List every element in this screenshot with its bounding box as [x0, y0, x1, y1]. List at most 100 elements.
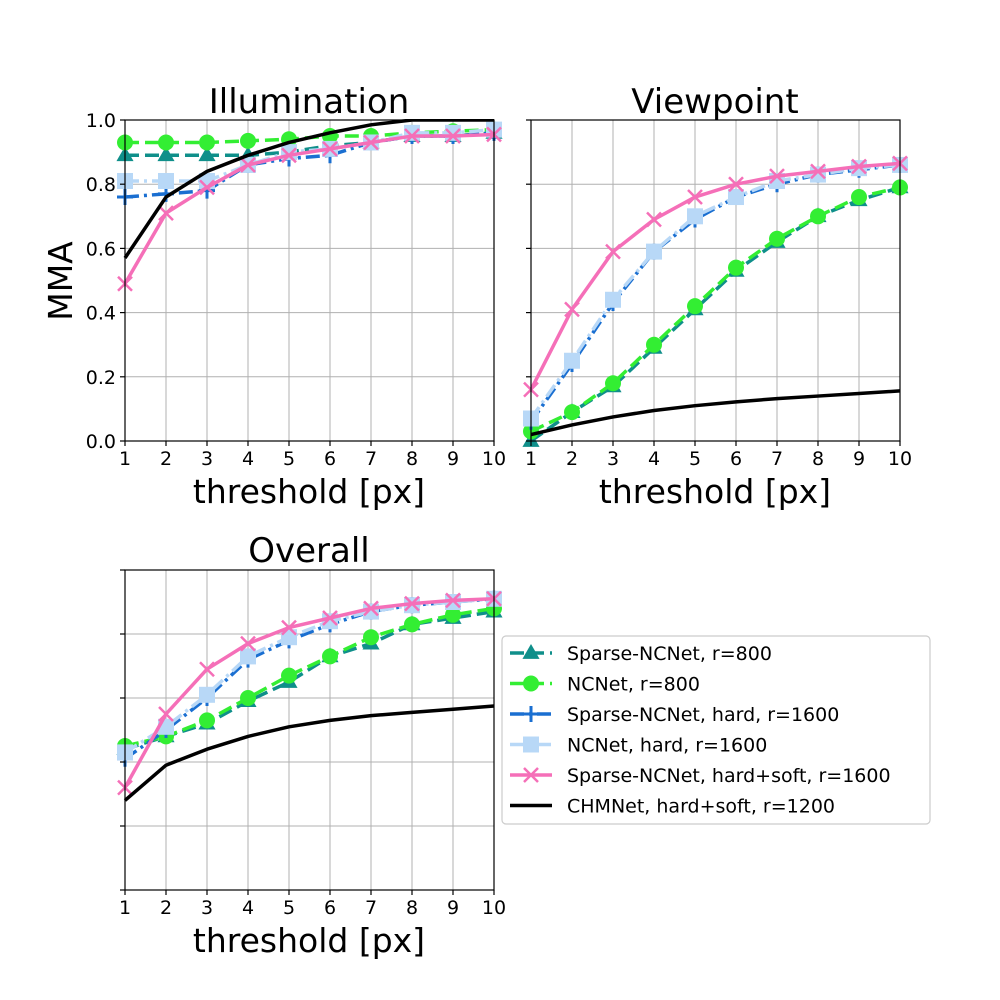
legend-marker-ncnet-r-800 — [523, 675, 539, 692]
y-tick-label: 0.0 — [86, 431, 116, 453]
series-line-chmnet-hard-soft-r-1200 — [123, 119, 494, 260]
data-point-ncnet-r-800 — [363, 629, 379, 646]
x-tick-label: 2 — [160, 448, 172, 470]
data-point-ncnet-r-800 — [158, 134, 174, 151]
x-tick-label: 4 — [242, 897, 254, 919]
data-point-ncnet-r-800 — [199, 712, 215, 729]
x-tick-label: 5 — [283, 897, 295, 919]
axes-frame — [124, 119, 495, 442]
data-point-sparse-ncnet-hard-soft-r-1600 — [445, 592, 461, 609]
data-point-sparse-ncnet-hard-soft-r-1600 — [605, 243, 621, 260]
data-point-ncnet-r-800 — [240, 690, 256, 706]
legend-marker-ncnet-hard-r-1600 — [523, 736, 539, 753]
data-point-sparse-ncnet-hard-soft-r-1600 — [564, 301, 580, 318]
x-tick-label: 1 — [119, 448, 131, 470]
x-tick-label: 9 — [447, 897, 459, 919]
x-axis-label: threshold [px] — [599, 472, 831, 511]
legend-label-ncnet-hard-r-1600: NCNet, hard, r=1600 — [567, 735, 767, 757]
legend-box — [501, 635, 931, 825]
x-tick-label: 3 — [201, 897, 213, 919]
data-point-sparse-ncnet-r-800 — [198, 146, 216, 162]
axes-frame — [124, 569, 495, 891]
data-point-sparse-ncnet-hard-soft-r-1600 — [281, 147, 297, 164]
series-line-chmnet-hard-soft-r-1200 — [530, 389, 901, 437]
series-line-ncnet-r-800 — [530, 185, 901, 433]
data-point-ncnet-hard-r-1600 — [445, 124, 461, 141]
data-point-ncnet-hard-r-1600 — [564, 352, 580, 369]
data-point-ncnet-r-800 — [322, 648, 338, 665]
axis-ticks: 1 2 3 4 5 6 7 8 9 10 0.0 0.2 0.4 0.6 0.8 1.0 — [86, 110, 506, 470]
data-point-sparse-ncnet-hard-soft-r-1600 — [687, 189, 703, 205]
x-tick-label: 8 — [406, 897, 418, 919]
data-point-sparse-ncnet-hard-soft-r-1600 — [199, 179, 215, 196]
x-tick-label: 8 — [406, 448, 418, 470]
series-line-sparse-ncnet-hard-soft-r-1600 — [123, 132, 495, 285]
series-line-ncnet-hard-r-1600 — [529, 163, 901, 420]
series-lines — [522, 155, 909, 447]
series-line-ncnet-r-800 — [124, 606, 495, 748]
x-tick-label: 10 — [482, 448, 506, 470]
data-point-ncnet-hard-r-1600 — [646, 243, 662, 260]
data-point-sparse-ncnet-hard-soft-r-1600 — [240, 635, 256, 652]
data-point-sparse-ncnet-hard-soft-r-1600 — [404, 128, 420, 144]
data-point-sparse-ncnet-hard-soft-r-1600 — [810, 163, 826, 180]
y-tick-label: 0.8 — [86, 174, 116, 196]
series-line-sparse-ncnet-hard-soft-r-1600 — [123, 597, 495, 789]
data-point-ncnet-r-800 — [851, 189, 867, 206]
x-tick-label: 10 — [482, 897, 506, 919]
legend-label-ncnet-r-800: NCNet, r=800 — [567, 674, 700, 696]
series-line-chmnet-hard-soft-r-1200 — [123, 704, 495, 802]
series-line-sparse-ncnet-hard-soft-r-1600 — [529, 161, 901, 391]
axis-ticks: 1 2 3 4 5 6 7 8 9 10 — [525, 119, 912, 470]
data-point-sparse-ncnet-hard-soft-r-1600 — [158, 205, 174, 221]
data-point-ncnet-hard-r-1600 — [728, 189, 744, 206]
legend-label-chmnet-hard-soft-r-1200: CHMNet, hard+soft, r=1200 — [567, 796, 835, 818]
y-tick-label: 1.0 — [86, 110, 116, 132]
data-point-sparse-ncnet-hard-soft-r-1600 — [281, 619, 297, 636]
y-tick-label: 0.2 — [86, 367, 116, 389]
x-tick-label: 1 — [119, 897, 131, 919]
x-tick-label: 9 — [447, 448, 459, 470]
data-point-ncnet-r-800 — [199, 134, 215, 151]
panel-title-viewpoint: Viewpoint — [631, 82, 798, 122]
grid — [124, 119, 495, 442]
data-point-sparse-ncnet-hard-soft-r-1600 — [728, 176, 744, 193]
data-point-sparse-ncnet-hard-soft-r-1600 — [769, 168, 785, 185]
data-point-sparse-ncnet-hard-soft-r-1600 — [199, 661, 215, 678]
x-tick-label: 6 — [730, 448, 742, 470]
data-point-ncnet-hard-r-1600 — [687, 208, 703, 225]
x-axis-label: threshold [px] — [193, 472, 425, 511]
panel-title-illumination: Illumination — [209, 82, 410, 122]
legend-marker-sparse-ncnet-hard-r-1600 — [523, 706, 539, 722]
data-point-sparse-ncnet-hard-soft-r-1600 — [646, 211, 662, 228]
y-tick-label: 0.6 — [86, 238, 116, 260]
x-tick-label: 3 — [201, 448, 213, 470]
data-point-ncnet-r-800 — [728, 259, 744, 276]
x-tick-label: 7 — [365, 897, 377, 919]
data-point-ncnet-hard-r-1600 — [158, 172, 174, 189]
x-tick-label: 6 — [324, 897, 336, 919]
data-point-ncnet-hard-r-1600 — [605, 291, 621, 308]
data-point-ncnet-r-800 — [564, 404, 580, 421]
x-tick-label: 2 — [160, 897, 172, 919]
data-point-sparse-ncnet-hard-soft-r-1600 — [851, 158, 867, 175]
x-tick-label: 4 — [648, 448, 660, 470]
axis-ticks: 1 2 3 4 5 6 7 8 9 10 — [119, 569, 506, 919]
data-point-sparse-ncnet-hard-soft-r-1600 — [404, 595, 420, 612]
x-tick-label: 4 — [242, 448, 254, 470]
data-point-ncnet-hard-r-1600 — [240, 648, 256, 665]
x-tick-label: 8 — [812, 448, 824, 470]
data-point-sparse-ncnet-hard-soft-r-1600 — [363, 134, 379, 151]
data-point-ncnet-r-800 — [240, 132, 256, 149]
legend: Sparse-NCNet, r=800 NCNet, r=800 Sparse-NC… — [501, 635, 931, 825]
data-point-sparse-ncnet-r-800 — [157, 146, 175, 162]
data-point-sparse-ncnet-hard-soft-r-1600 — [240, 157, 256, 173]
data-point-ncnet-hard-r-1600 — [199, 686, 215, 703]
legend-label-sparse-ncnet-hard-soft-r-1600: Sparse-NCNet, hard+soft, r=1600 — [567, 765, 891, 787]
legend-marker-sparse-ncnet-r-800 — [522, 644, 540, 659]
x-tick-label: 7 — [365, 448, 377, 470]
x-tick-label: 3 — [607, 448, 619, 470]
legend-label-sparse-ncnet-hard-r-1600: Sparse-NCNet, hard, r=1600 — [567, 704, 839, 726]
panel-illumination: Illumination 1 2 3 4 5 6 7 8 9 100.00.20.40.60.81… — [41, 82, 506, 511]
legend-marker-sparse-ncnet-hard-soft-r-1600 — [523, 767, 539, 783]
